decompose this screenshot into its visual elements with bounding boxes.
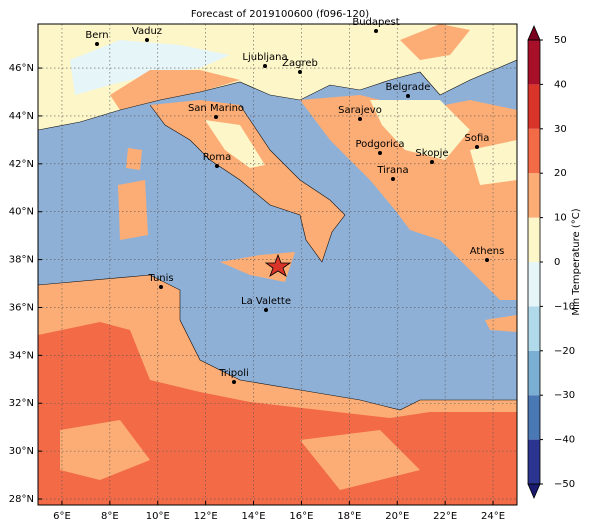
colorbar-segment	[528, 306, 540, 351]
city-label: Roma	[203, 152, 232, 163]
city-label: Tripoli	[218, 368, 249, 379]
city-label: La Valette	[241, 296, 291, 307]
city-label: Sarajevo	[338, 105, 382, 116]
city-label: Tirana	[376, 165, 408, 176]
borders	[38, 274, 517, 411]
colorbar-tick-label: 10	[554, 213, 567, 224]
city-dot	[145, 38, 149, 42]
colorbar-label: Min Temperature (°C)	[571, 208, 582, 315]
borders	[38, 59, 517, 131]
y-tick-label: 38°N	[9, 255, 34, 266]
colorbar-tick-label: −30	[554, 390, 575, 401]
colorbar: −50 −40 −30 −20 −10 0 10 20 30 40 50	[527, 24, 575, 500]
city-label: Skopje	[415, 148, 448, 159]
hungary-warm	[400, 24, 470, 60]
city-label: Budapest	[352, 17, 399, 28]
colorbar-tick-label: −10	[554, 301, 575, 312]
city-dot	[430, 160, 434, 164]
x-tick-label: 20°E	[385, 511, 409, 522]
colorbar-tick-label: 40	[554, 79, 567, 90]
colorbar-tick-label: 20	[554, 168, 567, 179]
city-dot	[374, 29, 378, 33]
y-tick-label: 32°N	[9, 398, 34, 409]
x-tick-label: 10°E	[146, 511, 170, 522]
city-dot	[264, 308, 268, 312]
colorbar-tick-label: −20	[554, 346, 575, 357]
x-tick-label: 14°E	[242, 511, 266, 522]
colorbar-tick-label: −40	[554, 435, 575, 446]
city-dot	[214, 115, 218, 119]
colorbar-segment	[528, 173, 540, 218]
colorbar-segment	[528, 128, 540, 174]
city-label: Zagreb	[282, 58, 318, 69]
city-dot	[215, 164, 219, 168]
city-label: San Marino	[188, 103, 244, 114]
y-tick-label: 44°N	[9, 111, 34, 122]
city-label: Podgorica	[355, 139, 404, 150]
x-tick-label: 24°E	[481, 511, 505, 522]
africa-patch	[60, 420, 150, 480]
colorbar-segment	[528, 217, 540, 262]
colorbar-segment	[528, 439, 540, 484]
colorbar-extend-bottom	[527, 483, 541, 500]
colorbar-tick-label: 50	[554, 35, 567, 46]
balkans	[300, 95, 517, 300]
colorbar-segment	[528, 84, 540, 129]
colorbar-tick-label: 0	[554, 257, 560, 268]
x-tick-label: 8°E	[101, 511, 119, 522]
city-dot	[358, 117, 362, 121]
y-tick-label: 28°N	[9, 494, 34, 505]
city-dot	[298, 70, 302, 74]
y-tick-label: 34°N	[9, 350, 34, 361]
map-frame	[37, 23, 518, 506]
apennines	[205, 120, 265, 168]
sardinia	[118, 180, 148, 240]
city-label: Athens	[470, 246, 505, 257]
city-dot	[263, 64, 267, 68]
colorbar-tick-label: −50	[554, 479, 575, 490]
city-dot	[232, 380, 236, 384]
colorbar-segment	[528, 262, 540, 307]
city-dot	[406, 94, 410, 98]
city-dot	[378, 151, 382, 155]
city-dot	[475, 145, 479, 149]
y-tick-label: 46°N	[9, 63, 34, 74]
x-tick-label: 6°E	[53, 511, 71, 522]
city-dot	[159, 285, 163, 289]
north-warm	[110, 70, 240, 110]
y-tick-label: 30°N	[9, 446, 34, 457]
city-label: Tunis	[147, 273, 173, 284]
africa-patch	[300, 430, 420, 490]
city-label: Belgrade	[386, 82, 431, 93]
colorbar-tick-label: 30	[554, 124, 567, 135]
city-label: Bern	[85, 30, 108, 41]
city-dot	[391, 177, 395, 181]
y-tick-label: 40°N	[9, 207, 34, 218]
city-dot	[95, 42, 99, 46]
colorbar-extend-top	[527, 24, 541, 41]
colorbar-segment	[528, 40, 540, 85]
colorbar-segment	[528, 395, 540, 440]
x-tick-label: 16°E	[289, 511, 313, 522]
x-tick-label: 18°E	[337, 511, 361, 522]
marker-star	[264, 253, 292, 277]
city-label: Ljubljana	[242, 52, 287, 63]
city-label: Sofia	[465, 133, 490, 144]
title: Forecast of 2019100600 (f096-120)	[191, 9, 369, 20]
colorbar-segment	[528, 350, 540, 396]
x-tick-label: 12°E	[194, 511, 218, 522]
turkey	[485, 315, 517, 332]
y-tick-label: 36°N	[9, 302, 34, 313]
city-dot	[485, 258, 489, 262]
italy	[150, 100, 345, 262]
corsica	[126, 148, 142, 170]
x-tick-label: 22°E	[433, 511, 457, 522]
borders	[149, 104, 346, 263]
bulgaria-cool	[470, 140, 517, 185]
grid: 6°E 8°E 10°E 12°E 14°E 16°E 18°E 20°E 22°E 24°E 28…	[9, 24, 517, 522]
city-label: Vaduz	[132, 26, 162, 37]
y-tick-label: 42°N	[9, 159, 34, 170]
